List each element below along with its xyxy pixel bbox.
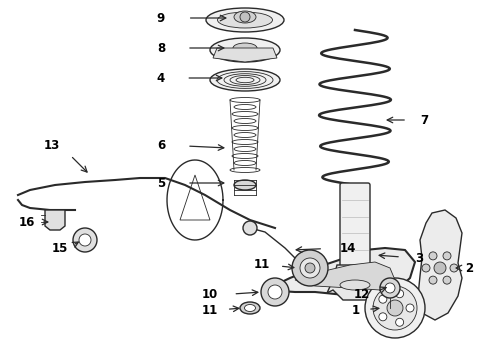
Text: 11: 11 bbox=[254, 258, 270, 271]
Circle shape bbox=[261, 278, 289, 306]
Ellipse shape bbox=[240, 302, 260, 314]
Text: 10: 10 bbox=[202, 288, 218, 302]
Ellipse shape bbox=[218, 12, 272, 28]
Ellipse shape bbox=[210, 69, 280, 91]
Text: 1: 1 bbox=[352, 303, 360, 316]
Circle shape bbox=[422, 264, 430, 272]
Circle shape bbox=[303, 261, 317, 275]
Ellipse shape bbox=[233, 43, 257, 53]
Polygon shape bbox=[418, 210, 462, 320]
Ellipse shape bbox=[234, 118, 256, 123]
Circle shape bbox=[406, 304, 414, 312]
Circle shape bbox=[429, 252, 437, 260]
Circle shape bbox=[240, 12, 250, 22]
Polygon shape bbox=[213, 48, 277, 62]
Polygon shape bbox=[265, 248, 415, 298]
Circle shape bbox=[385, 283, 395, 293]
Ellipse shape bbox=[232, 153, 258, 158]
Ellipse shape bbox=[245, 305, 255, 311]
Circle shape bbox=[373, 286, 417, 330]
Circle shape bbox=[450, 264, 458, 272]
Ellipse shape bbox=[234, 104, 256, 109]
Ellipse shape bbox=[234, 180, 256, 190]
Circle shape bbox=[243, 221, 257, 235]
Ellipse shape bbox=[234, 161, 256, 166]
Circle shape bbox=[379, 295, 387, 303]
Circle shape bbox=[305, 263, 315, 273]
Text: 13: 13 bbox=[44, 139, 60, 152]
Circle shape bbox=[292, 250, 328, 286]
Text: 3: 3 bbox=[415, 252, 423, 265]
Text: 16: 16 bbox=[19, 216, 35, 229]
Text: 14: 14 bbox=[340, 242, 356, 255]
Ellipse shape bbox=[234, 132, 256, 138]
Text: 6: 6 bbox=[157, 139, 165, 152]
Ellipse shape bbox=[234, 147, 256, 152]
Circle shape bbox=[395, 290, 404, 298]
Ellipse shape bbox=[230, 98, 260, 103]
Text: 5: 5 bbox=[157, 176, 165, 189]
Text: 7: 7 bbox=[420, 113, 428, 126]
Ellipse shape bbox=[210, 38, 280, 62]
Polygon shape bbox=[45, 210, 65, 230]
Ellipse shape bbox=[340, 280, 370, 290]
Polygon shape bbox=[295, 262, 395, 290]
Circle shape bbox=[395, 318, 404, 326]
Circle shape bbox=[429, 276, 437, 284]
Circle shape bbox=[387, 300, 403, 316]
Text: 4: 4 bbox=[157, 72, 165, 85]
Text: 15: 15 bbox=[51, 242, 68, 255]
Circle shape bbox=[79, 234, 91, 246]
Circle shape bbox=[380, 278, 400, 298]
Circle shape bbox=[443, 252, 451, 260]
Ellipse shape bbox=[230, 167, 260, 172]
Text: 12: 12 bbox=[354, 288, 370, 301]
Circle shape bbox=[73, 228, 97, 252]
Ellipse shape bbox=[232, 126, 258, 131]
Ellipse shape bbox=[232, 140, 258, 144]
Polygon shape bbox=[327, 265, 383, 300]
Text: 11: 11 bbox=[202, 303, 218, 316]
Circle shape bbox=[443, 276, 451, 284]
FancyBboxPatch shape bbox=[340, 183, 370, 267]
Circle shape bbox=[379, 313, 387, 321]
Text: 9: 9 bbox=[157, 12, 165, 24]
Text: 2: 2 bbox=[465, 261, 473, 274]
Text: 8: 8 bbox=[157, 41, 165, 54]
Ellipse shape bbox=[206, 8, 284, 32]
Circle shape bbox=[434, 262, 446, 274]
Circle shape bbox=[300, 258, 320, 278]
Ellipse shape bbox=[234, 11, 256, 23]
Circle shape bbox=[268, 285, 282, 299]
Circle shape bbox=[365, 278, 425, 338]
Ellipse shape bbox=[232, 112, 258, 117]
